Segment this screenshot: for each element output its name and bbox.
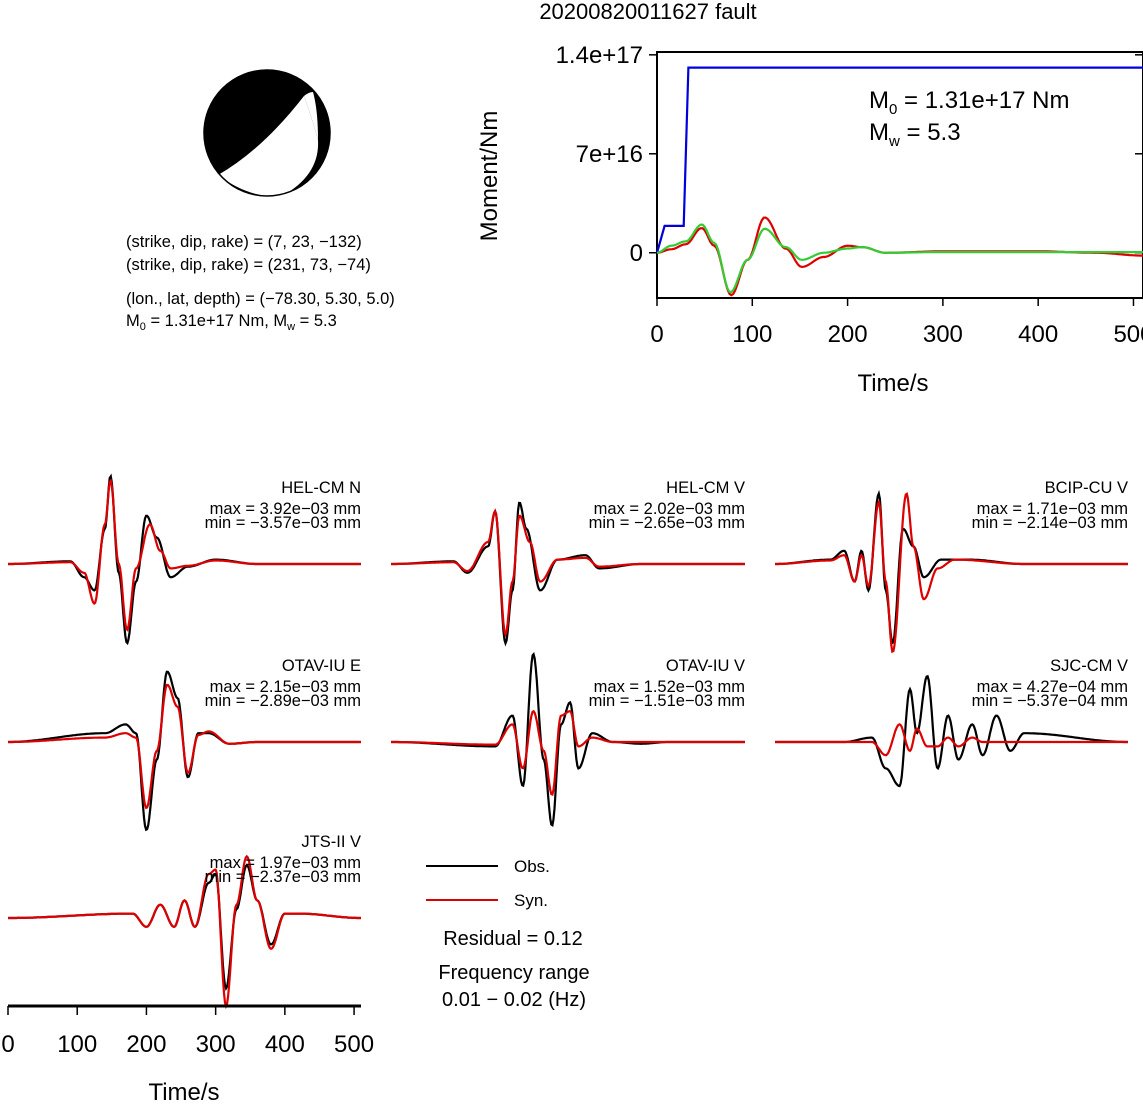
station-min: min = −2.65e−03 mm [589,514,745,532]
stf-ylabel: Moment/Nm [476,111,503,242]
stf-y-tick-label: 0 [630,240,643,267]
syn-trace [775,492,1128,654]
stf-x-tick-label: 300 [923,321,963,348]
station-max: max = 1.97e−03 mm [210,854,361,872]
station-min: min = −2.37e−03 mm [205,868,361,886]
stf-y-tick-label: 1.4e+17 [556,42,643,69]
stf-m0-label: M0 = 1.31e+17 Nm [869,87,1069,118]
syn-trace [8,854,361,1010]
stf-series-line [655,66,1143,254]
station-min: min = −3.57e−03 mm [205,514,361,532]
residual-text: Residual = 0.12 [443,928,583,950]
station-name: SJC-CM V [1050,657,1128,675]
wave-xlabel: Time/s [148,1079,219,1104]
station-name: OTAV-IU E [282,657,361,675]
stf-series-group [655,66,1143,297]
station-max: max = 2.02e−03 mm [594,500,745,518]
stf-y-tick-label: 7e+16 [576,141,643,168]
event-location: (lon., lat, depth) = (−78.30, 5.30, 5.0) [126,290,395,308]
station-min: min = −2.89e−03 mm [205,692,361,710]
stf-mw-label: Mw = 5.3 [869,119,961,150]
station-max: max = 1.52e−03 mm [594,678,745,696]
stf-x-tick-label: 400 [1018,321,1058,348]
stf-x-tick-label: 500 [1113,321,1143,348]
stf-series-line [656,216,1143,297]
wave-x-tick-label: 0 [1,1031,14,1058]
syn-trace [8,683,361,810]
wave-x-tick-label: 400 [265,1031,305,1058]
station-min: min = −1.51e−03 mm [589,692,745,710]
station-max: max = 3.92e−03 mm [210,500,361,518]
station-name: HEL-CM V [666,479,745,497]
station-min: min = −2.14e−03 mm [972,514,1128,532]
stf-x-tick-label: 200 [828,321,868,348]
station-max: max = 1.71e−03 mm [977,500,1128,518]
wave-x-tick-label: 200 [126,1031,166,1058]
stf-x-tick-label: 100 [732,321,772,348]
wave-x-tick-label: 300 [196,1031,236,1058]
beachball-icon [203,69,331,197]
frequency-label: Frequency range [438,962,589,984]
syn-trace [8,478,361,632]
stf-axes: 0 100 200 300 400 500 0 7e+16 1.4e+17 [556,42,1143,348]
wave-x-tick-label: 100 [57,1031,97,1058]
frequency-value: 0.01 − 0.02 (Hz) [442,989,586,1011]
figure-title: 20200820011627 fault [539,0,756,24]
station-name: OTAV-IU V [666,657,745,675]
legend-syn-label: Syn. [514,891,548,910]
station-name: JTS-II V [301,833,361,851]
event-moment: M0 = 1.31e+17 Nm, Mw = 5.3 [126,312,337,333]
stf-plot-frame [656,51,1143,299]
syn-trace [775,723,1128,757]
station-name: BCIP-CU V [1045,479,1128,497]
station-max: max = 2.15e−03 mm [210,678,361,696]
station-min: min = −5.37e−04 mm [972,692,1128,710]
nodal-plane-1: (strike, dip, rake) = (7, 23, −132) [126,233,362,251]
syn-trace [391,709,745,796]
legend-obs-label: Obs. [514,857,550,876]
stf-x-tick-label: 0 [650,321,663,348]
station-name: HEL-CM N [281,479,361,497]
stf-series-line [656,223,1143,294]
station-max: max = 4.27e−04 mm [977,678,1128,696]
legend: Obs. Syn. [426,857,550,910]
waveform-time-axis: 0 100 200 300 400 500 [1,1004,374,1058]
stf-xlabel: Time/s [857,370,928,397]
syn-trace [391,508,745,638]
nodal-plane-2: (strike, dip, rake) = (231, 73, −74) [126,256,371,274]
wave-x-tick-label: 500 [334,1031,374,1058]
